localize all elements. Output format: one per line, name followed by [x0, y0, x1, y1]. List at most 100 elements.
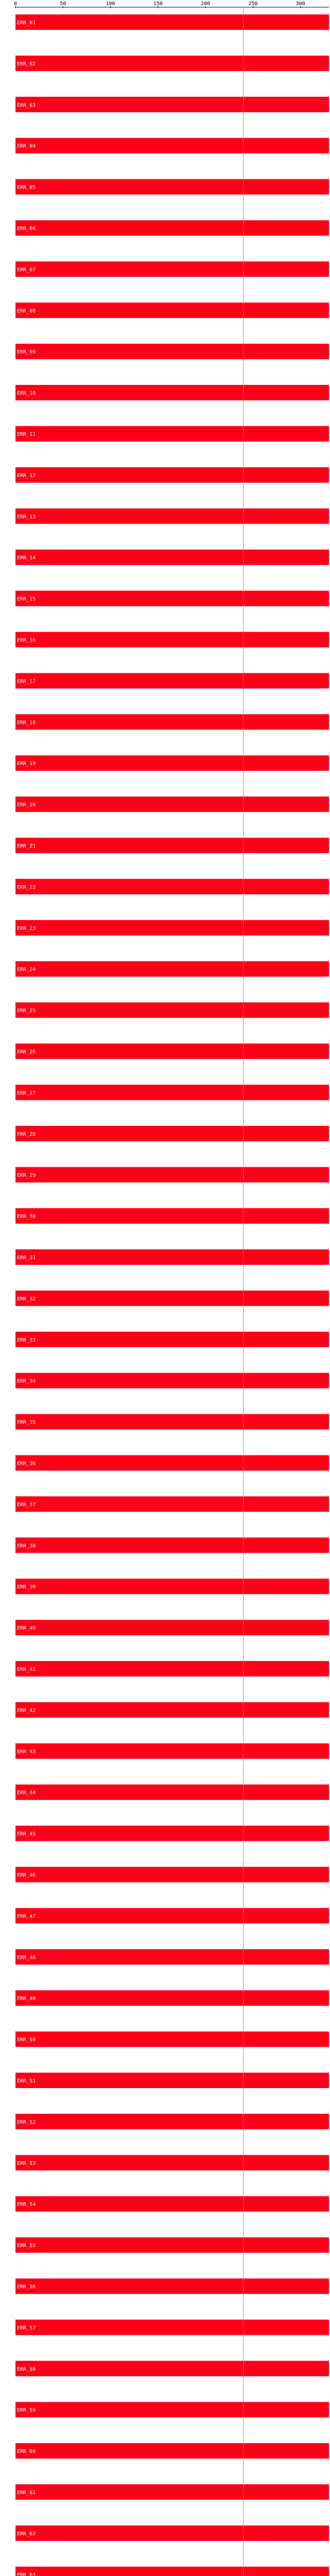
bar	[15, 1743, 329, 1759]
bar	[15, 2319, 329, 2335]
bar-label: ERR_52	[17, 2120, 36, 2125]
x-tick-label: 100	[106, 1, 115, 7]
bar	[15, 1579, 329, 1595]
bar	[15, 1949, 329, 1965]
bar-label: ERR_04	[17, 144, 36, 149]
bar	[15, 2566, 329, 2576]
bar	[15, 1372, 329, 1388]
bar-label: ERR_59	[17, 2408, 36, 2413]
bar-label: ERR_07	[17, 267, 36, 273]
bar	[15, 426, 329, 442]
bar	[15, 1702, 329, 1718]
bar	[15, 261, 329, 277]
bar	[15, 878, 329, 894]
bar-label: ERR_05	[17, 185, 36, 191]
bar-label: ERR_35	[17, 1420, 36, 1426]
bar	[15, 1537, 329, 1553]
bar	[15, 1867, 329, 1883]
bar	[15, 344, 329, 360]
bar-label: ERR_61	[17, 2490, 36, 2496]
bar	[15, 2484, 329, 2500]
bar	[15, 1249, 329, 1265]
x-tick-label: 150	[153, 1, 162, 7]
bar	[15, 2073, 329, 2088]
bar	[15, 179, 329, 195]
bar-label: ERR_54	[17, 2202, 36, 2208]
bar	[15, 508, 329, 524]
bar	[15, 2443, 329, 2459]
bar-label: ERR_51	[17, 2078, 36, 2084]
bar	[15, 138, 329, 154]
bar-label: ERR_26	[17, 1049, 36, 1055]
bar-label: ERR_03	[17, 103, 36, 108]
bar-label: ERR_10	[17, 391, 36, 396]
bar-label: ERR_23	[17, 926, 36, 931]
bar-label: ERR_38	[17, 1543, 36, 1549]
bar-label: ERR_43	[17, 1749, 36, 1755]
bar-label: ERR_31	[17, 1255, 36, 1261]
bar-label: ERR_57	[17, 2325, 36, 2331]
bar	[15, 714, 329, 730]
bar	[15, 920, 329, 936]
bar	[15, 96, 329, 112]
bar	[15, 1331, 329, 1347]
bar-label: ERR_06	[17, 226, 36, 232]
bar	[15, 1002, 329, 1018]
bar-label: ERR_27	[17, 1090, 36, 1096]
bar-label: ERR_55	[17, 2243, 36, 2249]
bar-label: ERR_41	[17, 1667, 36, 1672]
bar-label: ERR_49	[17, 1996, 36, 2002]
bar	[15, 2278, 329, 2294]
x-tick-label: 250	[249, 1, 258, 7]
bar	[15, 302, 329, 318]
bar-label: ERR_22	[17, 885, 36, 890]
bar-label: ERR_14	[17, 555, 36, 561]
bar-label: ERR_33	[17, 1337, 36, 1343]
bar	[15, 961, 329, 977]
bar	[15, 1784, 329, 1800]
bar-label: ERR_34	[17, 1379, 36, 1384]
bar-label: ERR_08	[17, 308, 36, 314]
bar-label: ERR_63	[17, 2572, 36, 2576]
x-tick-label: 300	[296, 1, 305, 7]
bar-label: ERR_15	[17, 597, 36, 602]
bar	[15, 1990, 329, 2006]
bar	[15, 838, 329, 853]
bar	[15, 55, 329, 71]
bar	[15, 2196, 329, 2212]
bar	[15, 385, 329, 401]
bar-label: ERR_60	[17, 2449, 36, 2454]
bar-label: ERR_58	[17, 2366, 36, 2372]
bar	[15, 14, 329, 30]
bar-label: ERR_47	[17, 1913, 36, 1919]
bar-label: ERR_46	[17, 1873, 36, 1878]
x-tick-label: 0	[14, 1, 17, 7]
bar	[15, 2525, 329, 2541]
bar-label: ERR_32	[17, 1296, 36, 1302]
bar-label: ERR_29	[17, 1173, 36, 1178]
bar-label: ERR_53	[17, 2161, 36, 2166]
bar	[15, 1825, 329, 1841]
bar	[15, 2361, 329, 2377]
bar-label: ERR_56	[17, 2284, 36, 2290]
bar-label: ERR_12	[17, 473, 36, 479]
bar-label: ERR_40	[17, 1625, 36, 1631]
bar	[15, 2402, 329, 2418]
bar-label: ERR_09	[17, 349, 36, 355]
bar	[15, 755, 329, 771]
bar	[15, 2031, 329, 2047]
bar-label: ERR_13	[17, 514, 36, 520]
bar	[15, 796, 329, 812]
bar	[15, 1414, 329, 1430]
bars-group: ERR_01 ERR_02 ERR_03 ERR_04 ERR_05 ERR_06 ERR_…	[15, 14, 329, 2576]
bar	[15, 1208, 329, 1224]
bar	[15, 673, 329, 689]
x-axis: 0 50 100 150 200 250 300	[14, 1, 329, 8]
bar	[15, 1455, 329, 1471]
bar	[15, 1167, 329, 1183]
bar-label: ERR_28	[17, 1131, 36, 1137]
bar-label: ERR_36	[17, 1461, 36, 1467]
bar	[15, 632, 329, 648]
bar-label: ERR_39	[17, 1584, 36, 1590]
bar-label: ERR_25	[17, 1008, 36, 1014]
